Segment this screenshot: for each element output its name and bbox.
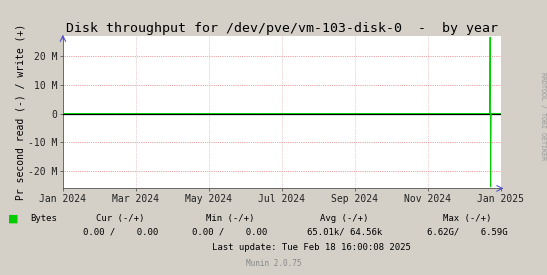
Text: Max (-/+): Max (-/+) (444, 214, 492, 223)
Text: Min (-/+): Min (-/+) (206, 214, 254, 223)
Text: Bytes: Bytes (30, 214, 57, 223)
Text: Cur (-/+): Cur (-/+) (96, 214, 144, 223)
Text: RRDTOOL / TOBI OETIKER: RRDTOOL / TOBI OETIKER (540, 72, 546, 160)
Text: 0.00 /    0.00: 0.00 / 0.00 (83, 228, 158, 237)
Y-axis label: Pr second read (-) / write (+): Pr second read (-) / write (+) (15, 24, 25, 200)
Text: Last update: Tue Feb 18 16:00:08 2025: Last update: Tue Feb 18 16:00:08 2025 (212, 243, 411, 252)
Text: 0.00 /    0.00: 0.00 / 0.00 (192, 228, 267, 237)
Title: Disk throughput for /dev/pve/vm-103-disk-0  -  by year: Disk throughput for /dev/pve/vm-103-disk… (66, 21, 498, 35)
Text: 65.01k/ 64.56k: 65.01k/ 64.56k (307, 228, 382, 237)
Text: Munin 2.0.75: Munin 2.0.75 (246, 259, 301, 268)
Text: 6.62G/    6.59G: 6.62G/ 6.59G (427, 228, 508, 237)
Text: Avg (-/+): Avg (-/+) (321, 214, 369, 223)
Text: ■: ■ (8, 214, 19, 224)
